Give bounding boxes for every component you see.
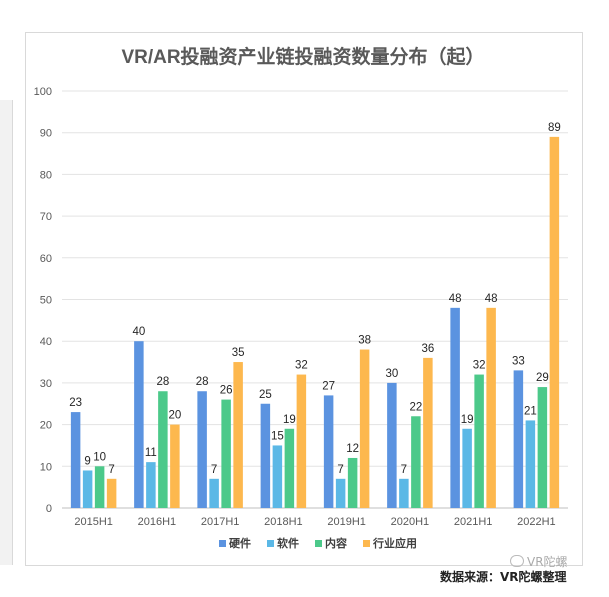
legend-swatch	[267, 540, 274, 547]
bar	[146, 462, 156, 508]
y-tick-label: 0	[46, 503, 52, 515]
bar	[335, 478, 346, 508]
legend-label: 硬件	[229, 536, 251, 550]
data-label: 28	[196, 376, 209, 388]
data-label: 29	[536, 372, 549, 384]
data-label: 19	[283, 414, 296, 426]
x-tick-label: 2017H1	[201, 516, 240, 528]
wechat-icon	[510, 555, 524, 567]
legend-swatch	[315, 540, 322, 547]
data-label: 7	[108, 464, 114, 476]
data-label: 11	[145, 447, 157, 459]
y-tick-label: 90	[40, 128, 52, 140]
data-label: 28	[156, 376, 169, 388]
bar	[486, 307, 496, 508]
x-tick-label: 2020H1	[391, 516, 430, 528]
bar	[474, 374, 484, 508]
data-label: 7	[211, 464, 217, 476]
bar	[513, 370, 524, 508]
left-panel-edge	[0, 100, 13, 565]
y-tick-label: 10	[40, 461, 52, 473]
data-label: 40	[132, 326, 145, 338]
y-tick-label: 80	[40, 169, 52, 181]
bar	[158, 391, 168, 508]
bar	[462, 428, 472, 508]
bar	[284, 428, 295, 508]
data-label: 19	[461, 414, 474, 426]
bar	[423, 357, 433, 508]
data-label: 10	[93, 451, 106, 463]
bar	[221, 399, 231, 508]
y-tick-label: 30	[40, 378, 52, 390]
data-label: 33	[512, 355, 525, 367]
bar	[170, 424, 180, 508]
data-label: 48	[449, 293, 462, 305]
data-label: 15	[271, 430, 284, 442]
bar	[233, 362, 243, 508]
data-label: 89	[548, 122, 561, 134]
bar	[387, 382, 397, 508]
bar	[197, 391, 207, 508]
y-tick-label: 20	[40, 420, 52, 432]
data-label: 20	[168, 410, 181, 422]
x-tick-label: 2021H1	[454, 516, 493, 528]
bar	[347, 457, 358, 508]
data-label: 32	[473, 360, 486, 372]
data-label: 9	[84, 455, 90, 467]
bar	[209, 478, 219, 508]
data-label: 35	[232, 347, 245, 359]
y-tick-label: 50	[40, 295, 52, 307]
bar	[359, 349, 370, 508]
x-tick-label: 2022H1	[517, 516, 556, 528]
bar	[82, 470, 93, 508]
bar	[549, 136, 560, 508]
data-label: 27	[322, 380, 335, 392]
legend-label: 软件	[277, 536, 299, 550]
chart-title: VR/AR投融资产业链投融资数量分布（起）	[121, 47, 485, 68]
bar	[106, 478, 117, 508]
legend-label: 行业应用	[372, 536, 417, 550]
data-label: 22	[409, 401, 422, 413]
legend-label: 内容	[325, 536, 347, 550]
bar	[70, 412, 81, 508]
x-tick-label: 2019H1	[327, 516, 366, 528]
y-tick-label: 100	[34, 86, 52, 98]
data-label: 38	[358, 335, 371, 347]
bar	[94, 466, 105, 508]
y-tick-label: 70	[40, 211, 52, 223]
data-label: 25	[259, 389, 272, 401]
data-label: 32	[295, 360, 308, 372]
bar	[537, 387, 548, 508]
bar	[399, 478, 409, 508]
data-label: 21	[524, 405, 537, 417]
data-label: 23	[69, 397, 82, 409]
data-label: 26	[220, 385, 233, 397]
bar	[260, 403, 271, 508]
data-label: 48	[485, 293, 498, 305]
watermark: VR陀螺	[510, 553, 568, 570]
data-label: 7	[337, 464, 343, 476]
data-label: 30	[385, 368, 398, 380]
legend-swatch	[219, 540, 226, 547]
bar	[323, 395, 334, 508]
bar	[134, 341, 144, 508]
watermark-text: VR陀螺	[527, 555, 568, 569]
data-label: 36	[421, 343, 434, 355]
data-label: 7	[401, 464, 407, 476]
bar	[411, 416, 421, 508]
legend-swatch	[363, 540, 370, 547]
x-tick-label: 2015H1	[74, 516, 113, 528]
y-tick-label: 40	[40, 336, 52, 348]
data-label: 12	[346, 443, 359, 455]
data-source-note: 数据来源：VR陀螺整理	[440, 570, 567, 584]
x-tick-label: 2016H1	[138, 516, 177, 528]
y-tick-label: 60	[40, 253, 52, 265]
bar	[272, 445, 283, 508]
bar	[450, 307, 460, 508]
bar	[525, 420, 536, 508]
bar	[296, 374, 307, 508]
x-tick-label: 2018H1	[264, 516, 303, 528]
